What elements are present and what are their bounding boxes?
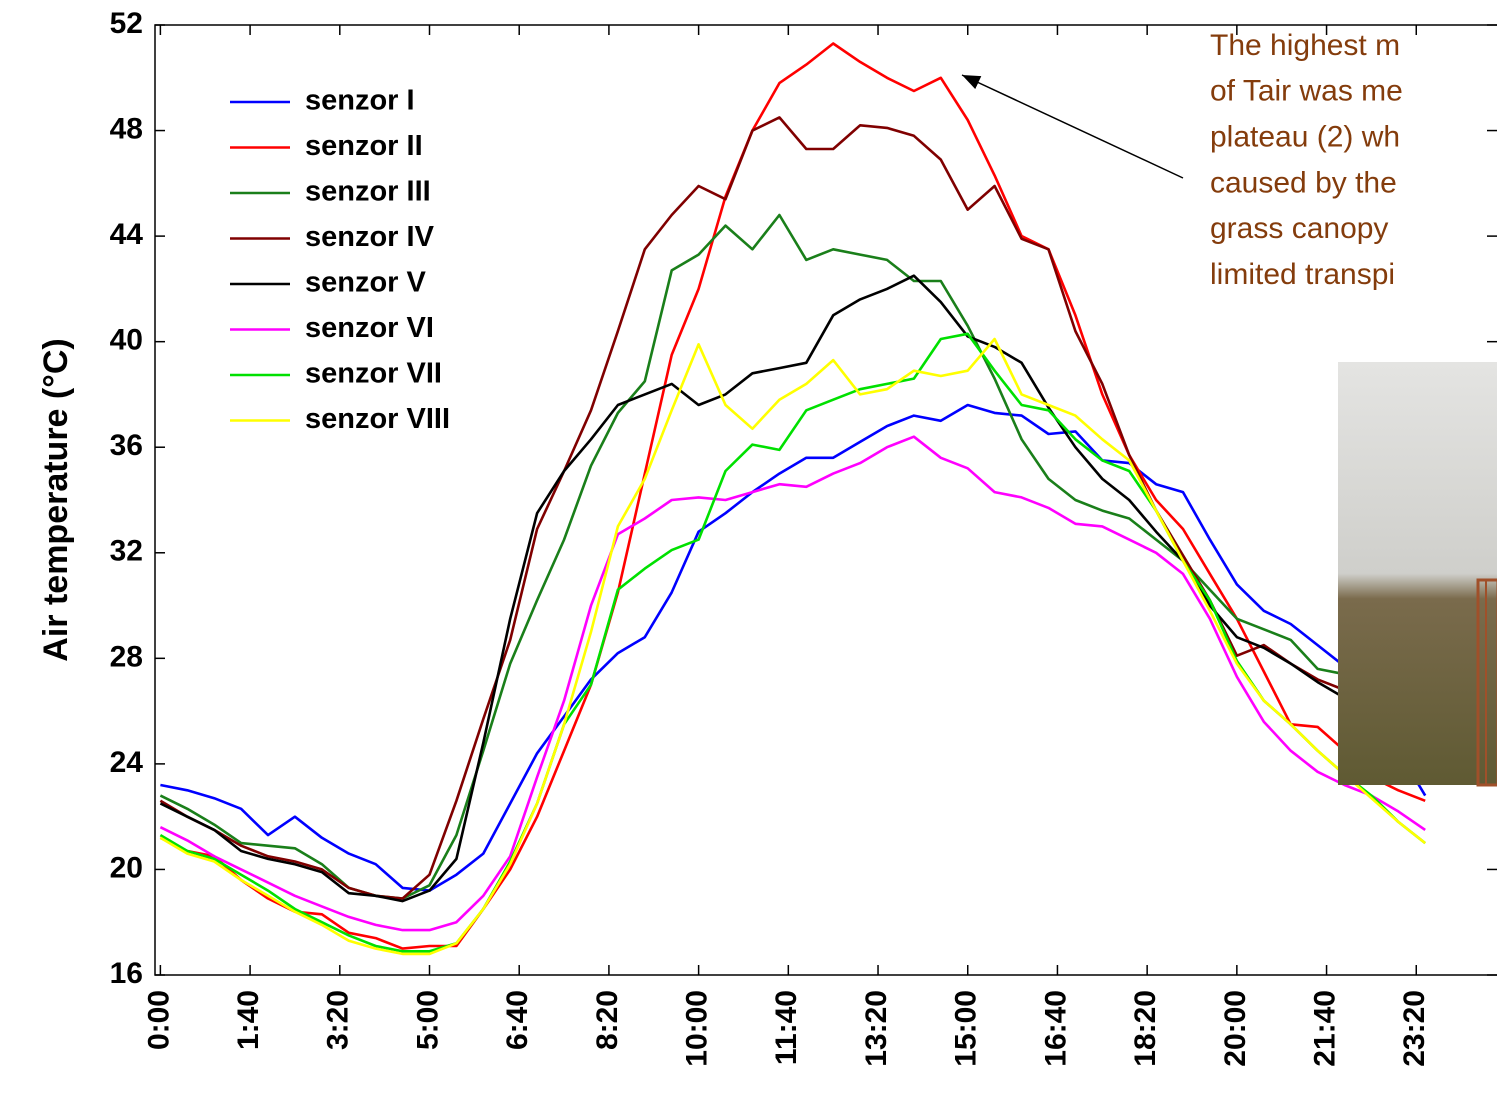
y-axis-label: Air temperature (°C) xyxy=(37,338,75,661)
legend-label: senzor VI xyxy=(305,312,434,344)
y-tick-label: 40 xyxy=(110,324,143,357)
annotation-text: of Tair was me xyxy=(1210,75,1403,108)
x-tick-label: 10:00 xyxy=(681,990,714,1067)
x-tick-label: 3:20 xyxy=(322,990,355,1050)
y-tick-label: 32 xyxy=(110,535,143,568)
x-tick-label: 0:00 xyxy=(142,990,175,1050)
x-tick-label: 16:40 xyxy=(1039,990,1072,1067)
legend-label: senzor VIII xyxy=(305,403,450,435)
x-tick-label: 13:20 xyxy=(860,990,893,1067)
y-tick-label: 20 xyxy=(110,851,143,884)
x-tick-label: 18:20 xyxy=(1129,990,1162,1067)
legend-label: senzor VII xyxy=(305,358,442,390)
x-tick-label: 8:20 xyxy=(591,990,624,1050)
legend-label: senzor II xyxy=(305,130,423,162)
y-tick-label: 52 xyxy=(110,7,143,40)
annotation-text: The highest m xyxy=(1210,29,1400,62)
x-tick-label: 23:20 xyxy=(1398,990,1431,1067)
annotation-text: grass canopy xyxy=(1210,212,1388,245)
legend-label: senzor I xyxy=(305,85,415,117)
x-tick-label: 15:00 xyxy=(950,990,983,1067)
legend-label: senzor IV xyxy=(305,221,435,253)
x-tick-label: 21:40 xyxy=(1308,990,1341,1067)
y-tick-label: 24 xyxy=(110,746,144,779)
x-tick-label: 20:00 xyxy=(1219,990,1252,1067)
y-tick-label: 16 xyxy=(110,957,143,990)
y-tick-label: 44 xyxy=(110,218,144,251)
y-tick-label: 36 xyxy=(110,429,143,462)
annotation-text: plateau (2) wh xyxy=(1210,121,1400,154)
x-tick-label: 5:00 xyxy=(411,990,444,1050)
annotation-arrow xyxy=(962,75,1183,178)
y-tick-label: 48 xyxy=(110,112,143,145)
x-tick-label: 11:40 xyxy=(770,990,803,1065)
legend-label: senzor V xyxy=(305,267,427,299)
x-tick-label: 6:40 xyxy=(501,990,534,1050)
x-tick-label: 1:40 xyxy=(232,990,265,1050)
legend-label: senzor III xyxy=(305,176,431,208)
series-line xyxy=(160,405,1425,891)
annotation-text: caused by the xyxy=(1210,166,1397,199)
photo xyxy=(1338,362,1497,785)
y-tick-label: 28 xyxy=(110,640,143,673)
chart: Air temperature (°C) senzor I senzor II se… xyxy=(0,0,1497,1110)
series-line xyxy=(160,437,1425,930)
annotation-text: limited transpi xyxy=(1210,258,1395,291)
